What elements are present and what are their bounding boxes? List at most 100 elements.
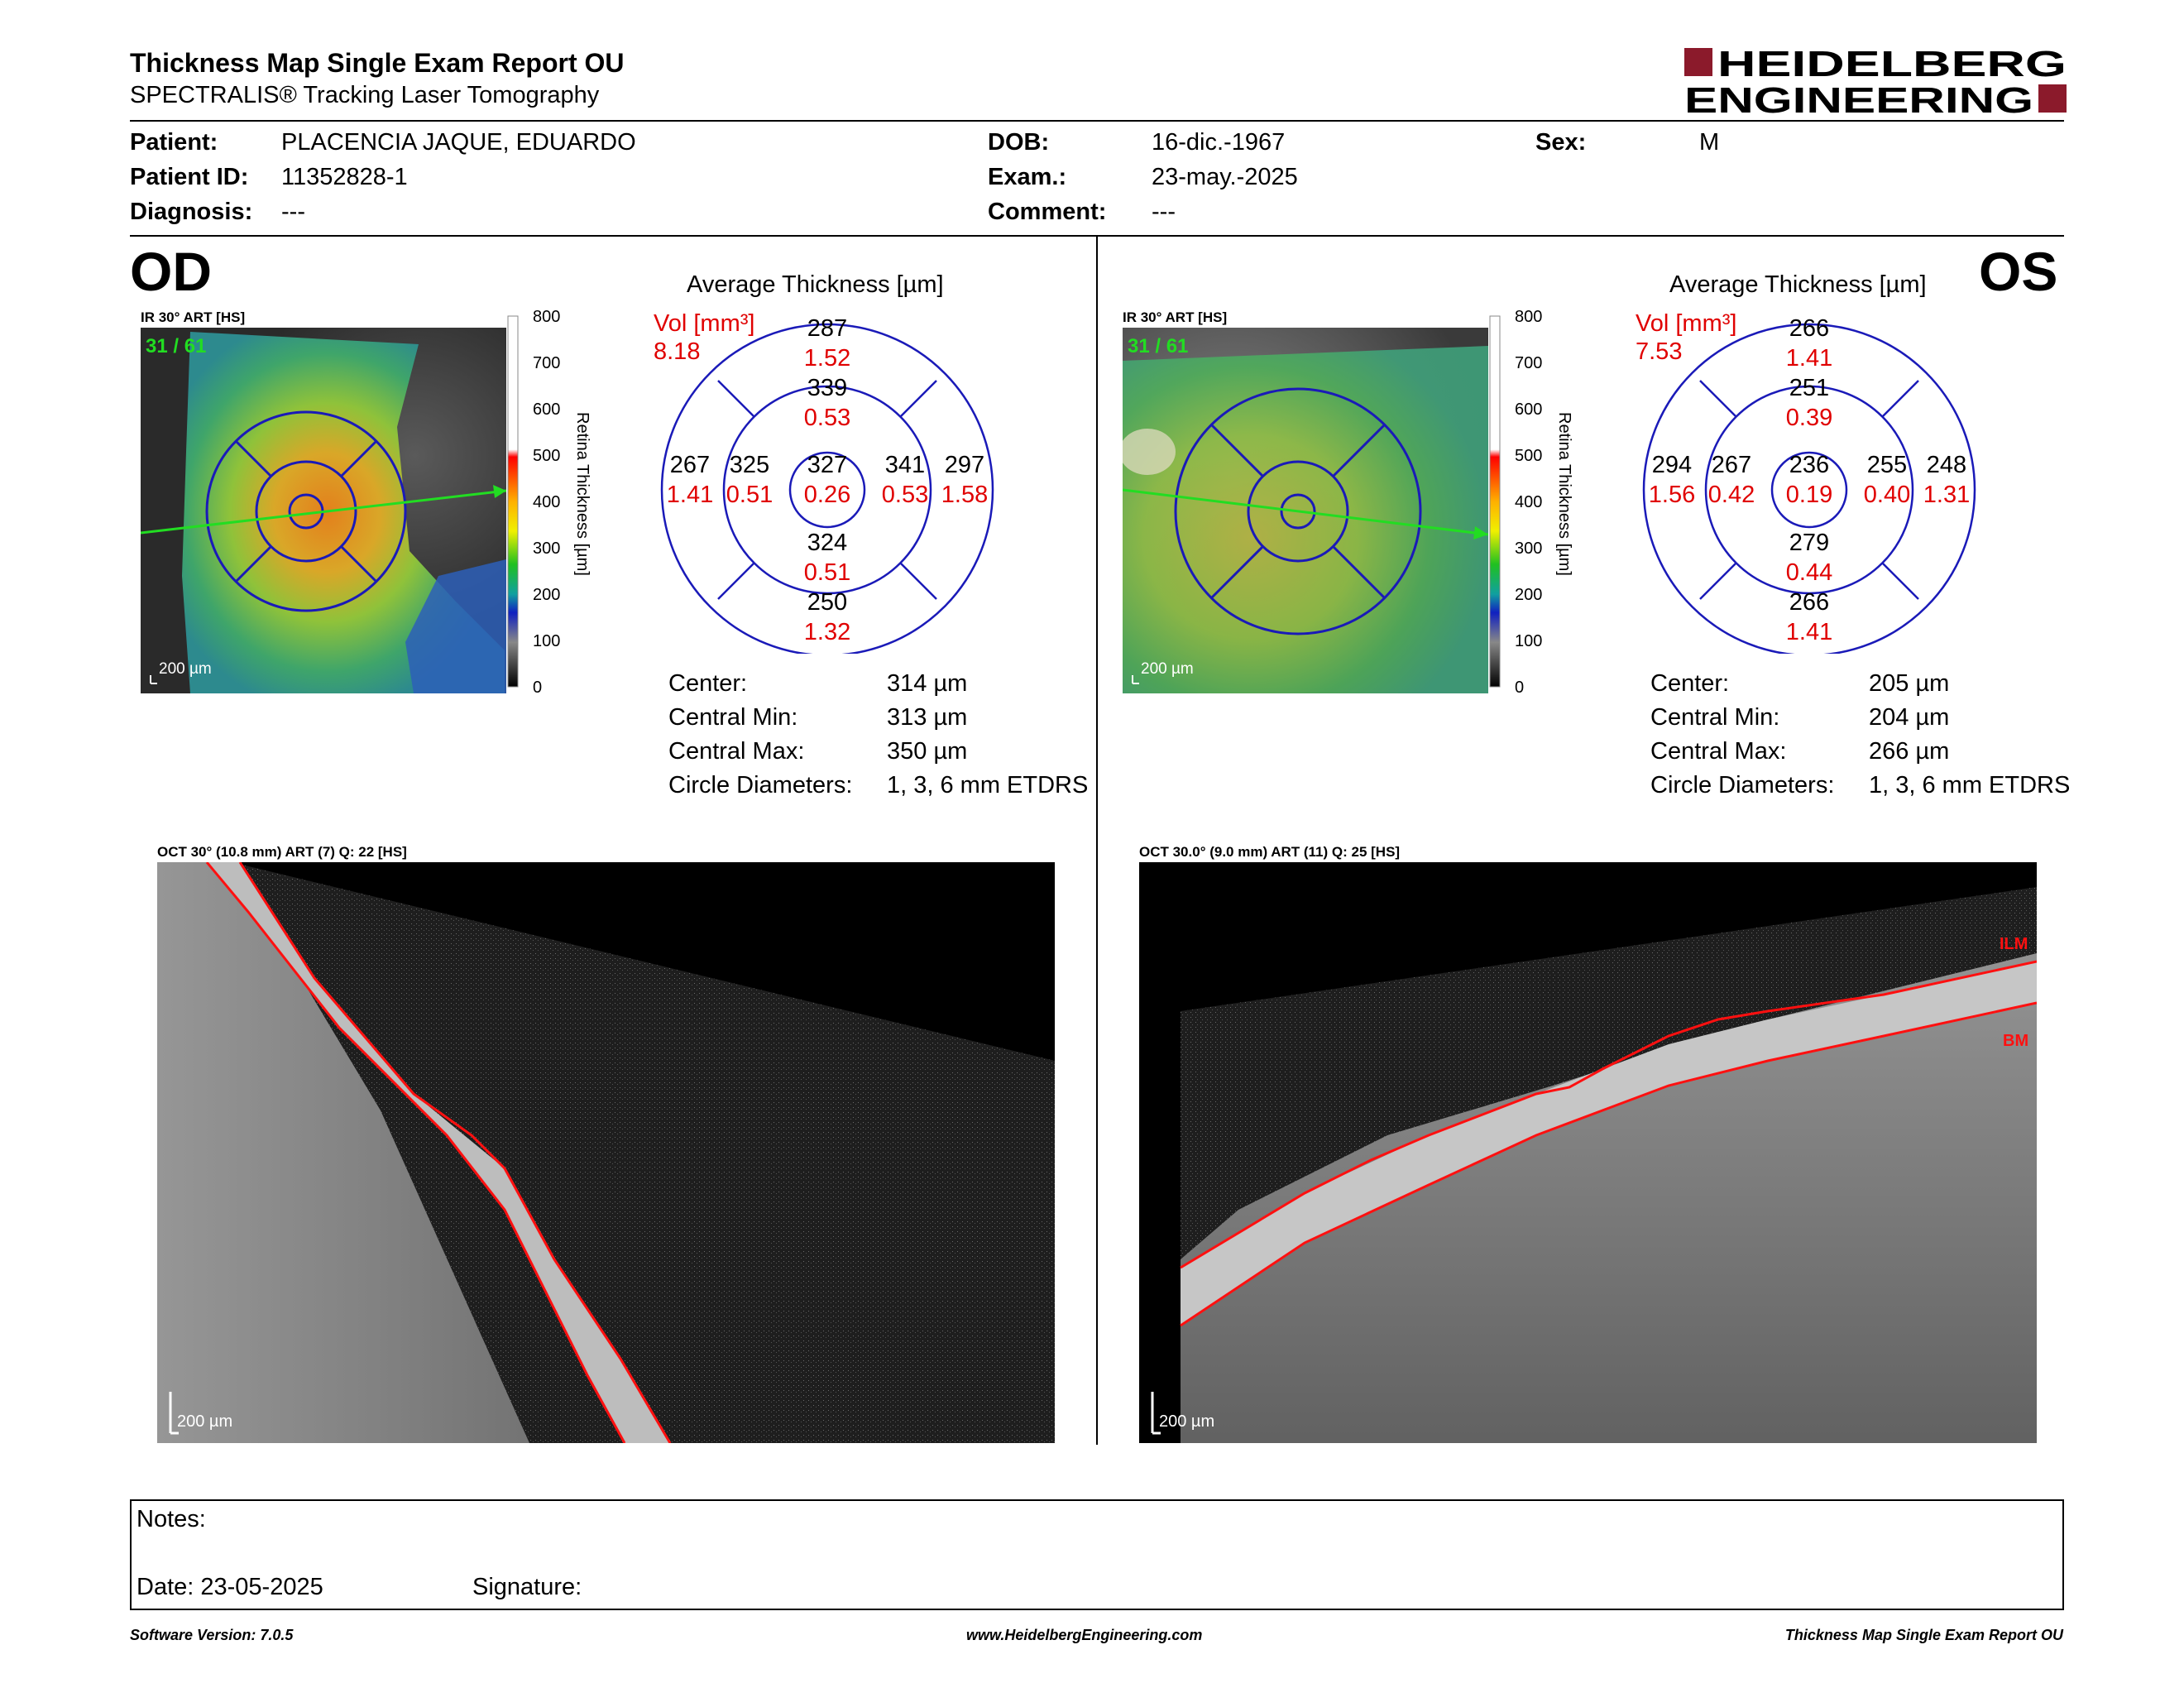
os-etdrs-chart: Vol [mm³] 7.53 266 1.41 251 0.39 294 1.5… — [1636, 310, 1976, 654]
os-outer-inf-vol: 1.41 — [1786, 619, 1832, 645]
notes-box[interactable]: Notes: Date: 23-05-2025 Signature: — [130, 1499, 2064, 1610]
od-outer-nas-vol: 1.41 — [667, 482, 713, 508]
os-vol-total: 7.53 — [1636, 338, 1682, 365]
os-central-max-value: 266 µm — [1869, 738, 1950, 765]
os-center-vol: 0.19 — [1786, 482, 1832, 508]
od-colorbar-label: Retina Thickness [µm] — [573, 412, 592, 576]
os-cbar-tick-400: 400 — [1515, 493, 1542, 511]
od-oct-ilm-line — [238, 862, 672, 1443]
od-oct-scale: 200 µm — [177, 1412, 232, 1431]
os-heatmap — [1123, 346, 1488, 693]
os-outer-tmp-vol: 1.56 — [1649, 482, 1695, 508]
header-divider — [130, 120, 2064, 122]
od-inner-sup-vol: 0.53 — [804, 405, 850, 431]
od-ir-scale: 200 µm — [159, 660, 212, 678]
os-cbar-tick-800: 800 — [1515, 308, 1542, 326]
os-oct-vitreous — [1181, 887, 2037, 1259]
os-inner-tmp-thk: 267 — [1712, 452, 1751, 478]
od-etdrs-chart: Vol [mm³] 8.18 287 1.52 339 0.53 267 1.4… — [654, 310, 994, 654]
os-outer-nas-vol: 1.31 — [1923, 482, 1970, 508]
logo-square-top — [1684, 48, 1712, 76]
od-inner-inf-thk: 324 — [807, 530, 847, 556]
os-oct-scale: 200 µm — [1159, 1412, 1214, 1431]
exam-value: 23-may.-2025 — [1152, 164, 1298, 190]
diagnosis-value: --- — [281, 199, 305, 225]
od-center-label: Center: — [668, 670, 748, 697]
os-cbar-tick-300: 300 — [1515, 539, 1542, 558]
os-central-max-label: Central Max: — [1650, 738, 1787, 765]
signature-label: Signature: — [472, 1574, 582, 1600]
logo-line1: HEIDELBERG — [1717, 46, 2067, 84]
od-outer-inf-thk: 250 — [807, 589, 847, 616]
os-inner-sup-vol: 0.39 — [1786, 405, 1832, 431]
od-central-min-value: 313 µm — [887, 704, 968, 731]
od-vol-label: Vol [mm³] — [654, 310, 754, 337]
os-inner-nas-thk: 255 — [1867, 452, 1907, 478]
od-cbar-tick-300: 300 — [533, 539, 560, 558]
od-outer-tmp-vol: 1.58 — [941, 482, 988, 508]
od-inner-tmp-thk: 341 — [885, 452, 925, 478]
os-cbar-tick-600: 600 — [1515, 400, 1542, 419]
os-oct-ilm-label: ILM — [2000, 935, 2028, 953]
os-oct-choroid — [1181, 953, 2037, 1443]
od-cbar-tick-400: 400 — [533, 493, 560, 511]
od-oct-choroid — [157, 862, 529, 1443]
patient-divider — [130, 235, 2064, 237]
od-oct-retina — [207, 862, 670, 1443]
od-thickness-map: 31 / 61 200 µm — [141, 328, 506, 693]
os-center-thk: 236 — [1789, 452, 1829, 478]
eye-label-os: OS — [1979, 241, 2058, 302]
od-oct-bm-line — [205, 862, 626, 1443]
os-oct-retina — [1181, 961, 2037, 1326]
date-label: Date: 23-05-2025 — [136, 1574, 323, 1600]
dob-label: DOB: — [988, 129, 1050, 156]
od-inner-tmp-vol: 0.53 — [882, 482, 928, 508]
exam-label: Exam.: — [988, 164, 1067, 190]
logo-line2: ENGINEERING — [1684, 80, 2033, 116]
od-outer-sup-vol: 1.52 — [804, 345, 850, 372]
os-cbar-tick-500: 500 — [1515, 447, 1542, 465]
notes-label: Notes: — [136, 1506, 206, 1532]
od-ir-caption: IR 30° ART [HS] — [141, 309, 246, 325]
os-outer-nas-thk: 248 — [1927, 452, 1966, 478]
os-scan-arrow — [1473, 526, 1488, 539]
od-outer-inf-vol: 1.32 — [804, 619, 850, 645]
os-center-value: 205 µm — [1869, 670, 1950, 697]
os-scan-line — [1123, 488, 1488, 536]
os-outer-tmp-thk: 294 — [1652, 452, 1692, 478]
od-outer-sup-thk: 287 — [807, 315, 847, 342]
od-scan-arrow — [493, 485, 506, 498]
od-heatmap-edge — [405, 559, 506, 693]
od-center-thk: 327 — [807, 452, 847, 478]
os-oct-bm-line — [1180, 1001, 2037, 1327]
comment-label: Comment: — [988, 199, 1107, 225]
os-oct-caption: OCT 30.0° (9.0 mm) ART (11) Q: 25 [HS] — [1139, 844, 1401, 860]
heidelberg-logo: HEIDELBERG ENGINEERING — [1684, 46, 2067, 116]
os-cbar-tick-200: 200 — [1515, 586, 1542, 604]
os-circle-diam-label: Circle Diameters: — [1650, 772, 1835, 798]
od-oct-caption: OCT 30° (10.8 mm) ART (7) Q: 22 [HS] — [157, 844, 407, 860]
footer-website-link[interactable]: www.HeidelbergEngineering.com — [966, 1627, 1203, 1643]
od-vol-total: 8.18 — [654, 338, 700, 365]
od-cbar-tick-0: 0 — [533, 679, 542, 695]
os-colorbar: 800 700 600 500 400 300 200 100 0 Retina… — [1489, 308, 1573, 695]
footer-report-name: Thickness Map Single Exam Report OU — [1784, 1627, 2063, 1643]
od-cbar-tick-200: 200 — [533, 586, 560, 604]
os-ir-scale: 200 µm — [1141, 660, 1194, 678]
od-circle-diam-value: 1, 3, 6 mm ETDRS — [887, 772, 1089, 798]
os-oct-ilm-line — [1180, 960, 2037, 1269]
footer-software-version: Software Version: 7.0.5 — [130, 1627, 294, 1643]
od-outer-nas-thk: 267 — [670, 452, 710, 478]
od-circle-diam-label: Circle Diameters: — [668, 772, 853, 798]
comment-value: --- — [1152, 199, 1176, 225]
od-outer-tmp-thk: 297 — [945, 452, 984, 478]
os-center-label: Center: — [1650, 670, 1730, 697]
os-outer-inf-thk: 266 — [1789, 589, 1829, 616]
os-cbar-tick-100: 100 — [1515, 632, 1542, 650]
od-central-max-value: 350 µm — [887, 738, 968, 765]
od-cbar-tick-800: 800 — [533, 308, 560, 326]
patient-name-label: Patient: — [130, 129, 218, 156]
os-thickness-map: 31 / 61 200 µm — [1123, 328, 1488, 693]
od-inner-inf-vol: 0.51 — [804, 559, 850, 586]
os-outer-sup-vol: 1.41 — [1786, 345, 1832, 372]
